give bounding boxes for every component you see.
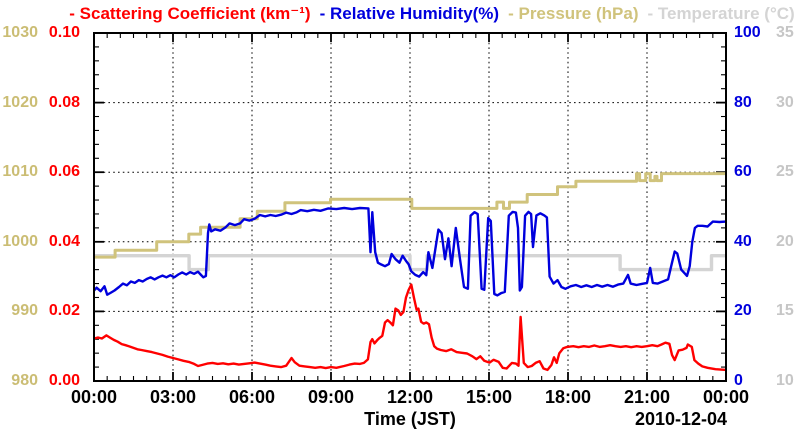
- pressure-tick-label: 1020: [2, 93, 38, 111]
- pressure-tick-label: 1030: [2, 24, 38, 41]
- temperature-series-line: [94, 253, 726, 272]
- time-tick-label: 09:00: [307, 387, 355, 407]
- humidity-tick-label: 100: [734, 24, 761, 41]
- x-axis-title: Time (JST): [364, 409, 456, 429]
- date-label: 2010-12-04: [634, 409, 728, 429]
- legend-temperature: - Temperature (°C): [647, 4, 795, 23]
- scattering-tick-label: 0.04: [48, 232, 80, 250]
- pressure-tick-label: 980: [11, 372, 38, 389]
- humidity-tick-label: 20: [734, 302, 752, 320]
- humidity-tick-label: 40: [734, 232, 752, 250]
- scattering-tick-label: 0.02: [48, 302, 80, 320]
- scattering-tick-label: 0.00: [48, 372, 80, 389]
- pressure-tick-label: 1000: [2, 232, 38, 250]
- scattering-tick-label: 0.08: [48, 93, 80, 111]
- time-tick-label: 21:00: [623, 387, 671, 407]
- time-tick-label: 12:00: [386, 387, 434, 407]
- scattering-tick-label: 0.10: [48, 24, 80, 41]
- legend-relative-humidity: - Relative Humidity(%): [319, 4, 500, 23]
- time-tick-label: 18:00: [544, 387, 592, 407]
- time-tick-label: 03:00: [149, 387, 197, 407]
- temperature-tick-label: 15: [776, 302, 794, 320]
- time-tick-label: 00:00: [702, 387, 750, 407]
- time-tick-label: 06:00: [228, 387, 276, 407]
- time-tick-label: 15:00: [465, 387, 513, 407]
- pressure-tick-label: 990: [11, 302, 38, 320]
- chart-title: - Scattering Coefficient (km⁻¹) - Relati…: [64, 4, 800, 24]
- temperature-tick-label: 10: [776, 372, 794, 389]
- temperature-tick-label: 20: [776, 232, 794, 250]
- temperature-tick-label: 25: [776, 163, 794, 181]
- temperature-tick-label: 30: [776, 93, 794, 111]
- legend-pressure: - Pressure (hPa): [508, 4, 639, 23]
- scattering-series-line: [93, 283, 727, 372]
- pressure-series-line: [94, 172, 726, 259]
- legend-scattering-coefficient: - Scattering Coefficient (km⁻¹): [69, 4, 311, 23]
- plot-frame: [93, 32, 727, 382]
- humidity-tick-label: 80: [734, 93, 752, 111]
- scattering-tick-label: 0.06: [48, 163, 80, 181]
- time-tick-label: 00:00: [70, 387, 118, 407]
- humidity-tick-label: 0: [734, 372, 743, 389]
- humidity-tick-label: 60: [734, 163, 752, 181]
- humidity-series-line: [93, 206, 727, 297]
- pressure-tick-label: 1010: [2, 163, 38, 181]
- temperature-tick-label: 35: [776, 24, 794, 41]
